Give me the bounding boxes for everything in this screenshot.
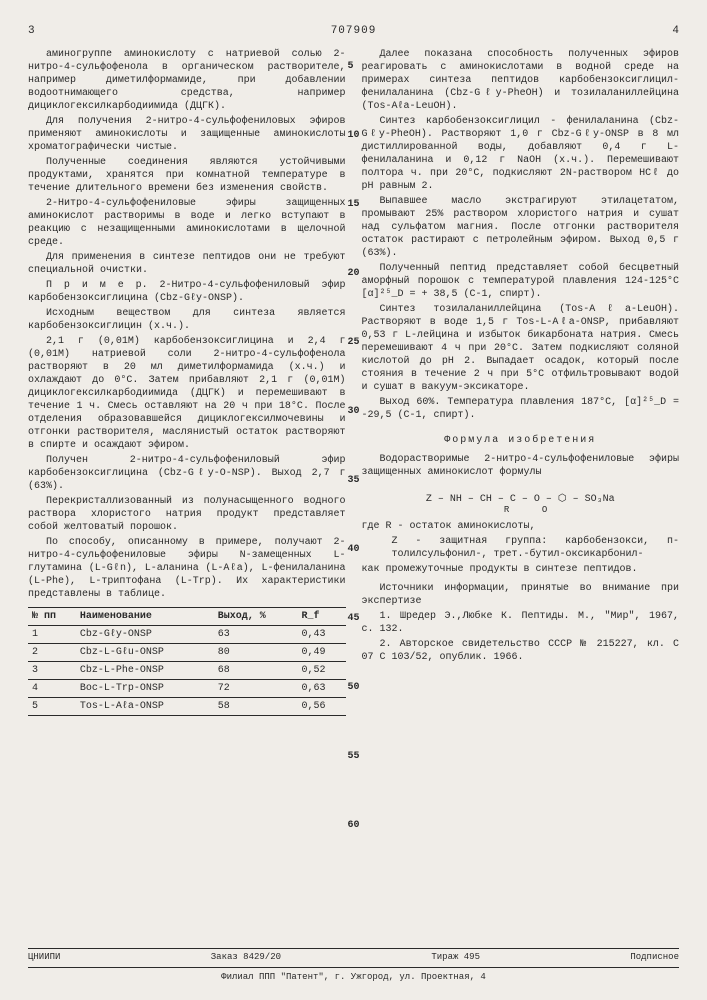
paragraph: Исходным веществом для синтеза является …: [28, 307, 346, 333]
paragraph: Водорастворимые 2-нитро-4-сульфофениловы…: [362, 453, 680, 479]
where-line: где R - остаток аминокислоты,: [362, 520, 680, 533]
table-row: 1 Cbz-Gℓy-ONSP 63 0,43: [28, 626, 346, 644]
table-header: R_f: [298, 608, 346, 626]
footer-order: Заказ 8429/20: [211, 952, 281, 964]
table-row: 5 Tos-L-Aℓa-ONSP 58 0,56: [28, 698, 346, 716]
source-item: 2. Авторское свидетельство СССР № 215227…: [362, 638, 680, 664]
paragraph: аминогруппе аминокислоту с натриевой сол…: [28, 48, 346, 113]
source-item: 1. Шредер Э.,Любке К. Пептиды. М., "Мир"…: [362, 610, 680, 636]
paragraph: Синтез карбобензоксиглицил - фенилаланин…: [362, 115, 680, 193]
paragraph: Синтез тозилаланиллейцина (Tos-Aℓa-LeuOH…: [362, 303, 680, 394]
table-row: 2 Cbz-L-Gℓu-ONSP 80 0,49: [28, 644, 346, 662]
sources-heading: Источники информации, принятые во вниман…: [362, 582, 680, 608]
paragraph: Для применения в синтезе пептидов они не…: [28, 251, 346, 277]
footer-address: Филиал ППП "Патент", г. Ужгород, ул. Про…: [28, 967, 679, 984]
paragraph: По способу, описанному в примере, получа…: [28, 536, 346, 601]
paragraph: Полученный пептид представляет собой бес…: [362, 262, 680, 301]
table-header: Наименование: [76, 608, 214, 626]
where-line: Z - защитная группа: карбобензокси, п-то…: [362, 535, 680, 561]
page-right-number: 4: [672, 24, 679, 38]
line-markers: 5 10 15 20 25 30 35 40 45 50 55 60: [347, 60, 359, 832]
paragraph: как промежуточные продукты в синтезе пеп…: [362, 563, 680, 576]
table-row: 3 Cbz-L-Phe-ONSP 68 0,52: [28, 662, 346, 680]
paragraph: 2-Нитро-4-сульфофениловые эфиры защищенн…: [28, 197, 346, 249]
paragraph: Получен 2-нитро-4-сульфофениловый эфир к…: [28, 454, 346, 493]
compounds-table: № пп Наименование Выход, % R_f 1 Cbz-Gℓy…: [28, 607, 346, 716]
paragraph: Далее показана способность полученных эф…: [362, 48, 680, 113]
page-left-number: 3: [28, 24, 35, 38]
table-header: Выход, %: [214, 608, 298, 626]
chemical-formula: Z – NH – CH – C – O – ⬡ – SO₃Na R O: [362, 493, 680, 506]
document-number: 707909: [331, 24, 377, 38]
paragraph: П р и м е р. 2-Нитро-4-сульфофениловый э…: [28, 279, 346, 305]
right-column: Далее показана способность полученных эф…: [362, 48, 680, 716]
footer-org: ЦНИИПИ: [28, 952, 60, 964]
paragraph: 2,1 г (0,01М) карбобензоксиглицина и 2,4…: [28, 335, 346, 452]
paragraph: Перекристаллизованный из полунасыщенного…: [28, 495, 346, 534]
footer-circulation: Тираж 495: [431, 952, 480, 964]
formula-heading: Формула изобретения: [362, 434, 680, 447]
paragraph: Полученные соединения являются устойчивы…: [28, 156, 346, 195]
paragraph: Выпавшее масло экстрагируют этилацетатом…: [362, 195, 680, 260]
left-column: аминогруппе аминокислоту с натриевой сол…: [28, 48, 346, 716]
paragraph: Для получения 2-нитро-4-сульфофениловых …: [28, 115, 346, 154]
footer-subscription: Подписное: [630, 952, 679, 964]
footer: ЦНИИПИ Заказ 8429/20 Тираж 495 Подписное…: [28, 944, 679, 984]
paragraph: Выход 60%. Температура плавления 187°С, …: [362, 396, 680, 422]
table-header: № пп: [28, 608, 76, 626]
table-row: 4 Boc-L-Trp-ONSP 72 0,63: [28, 680, 346, 698]
